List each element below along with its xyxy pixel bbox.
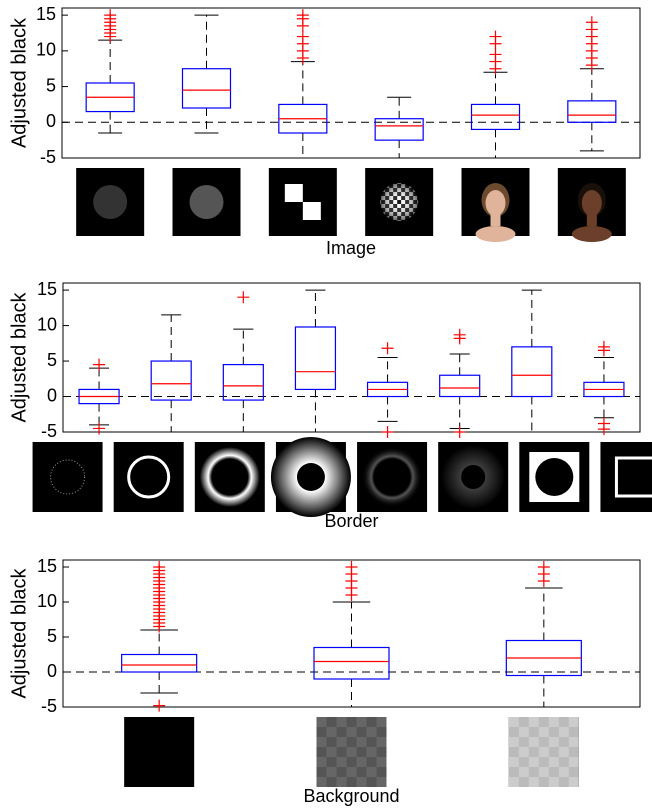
thumbnail — [357, 442, 427, 512]
x-axis-label: Border — [324, 511, 378, 531]
box — [440, 375, 480, 396]
thumbnail — [462, 168, 530, 242]
disc — [535, 458, 573, 496]
outlier — [598, 341, 610, 353]
thumbnail — [365, 168, 433, 236]
square — [285, 184, 303, 202]
glow — [362, 447, 422, 507]
outlier — [104, 9, 116, 21]
outlier — [153, 561, 165, 573]
box — [122, 655, 197, 673]
outlier — [454, 329, 466, 341]
y-axis-label: Adjusted black — [8, 567, 30, 698]
thumbnail — [438, 442, 508, 512]
box — [151, 361, 191, 400]
box — [314, 648, 389, 680]
disc — [190, 185, 224, 219]
box — [512, 347, 552, 397]
outlier — [297, 31, 309, 43]
x-axis-label: Image — [326, 238, 376, 258]
disc — [93, 185, 127, 219]
y-tick-label: -5 — [41, 421, 57, 441]
y-tick-label: 0 — [46, 111, 56, 131]
thumb-bg — [114, 442, 184, 512]
outlier — [297, 9, 309, 21]
outlier — [237, 291, 249, 303]
y-axis-label: Adjusted black — [8, 291, 30, 422]
face — [486, 190, 506, 216]
y-tick-label: 15 — [37, 279, 57, 299]
outlier — [490, 31, 502, 43]
y-tick-label: 5 — [47, 350, 57, 370]
disc — [297, 463, 325, 491]
y-tick-label: -5 — [41, 696, 57, 716]
y-tick-label: 5 — [46, 75, 56, 95]
outlier — [93, 422, 105, 434]
outlier — [538, 561, 550, 573]
thumb-bg — [600, 442, 652, 512]
thumbnail — [519, 442, 589, 512]
x-axis-label: Background — [303, 786, 399, 806]
box — [472, 104, 520, 129]
thumbnail — [195, 442, 265, 512]
box — [183, 69, 231, 108]
thumbnail — [33, 442, 103, 512]
disc — [461, 465, 485, 489]
page: -5 0 5 10 15 Adjusted black Image -5 0 5 10 15 Adjus… — [0, 0, 652, 811]
y-tick-label: 10 — [36, 40, 56, 60]
outlier — [490, 48, 502, 60]
thumbnail — [114, 442, 184, 512]
thumbnail — [173, 168, 241, 236]
outlier — [598, 423, 610, 435]
thumbnail — [269, 168, 337, 236]
sphere-shade — [380, 183, 418, 221]
glow — [200, 447, 260, 507]
face — [582, 190, 602, 216]
thumbnail — [317, 717, 387, 787]
outlier — [586, 16, 598, 28]
box — [295, 327, 335, 389]
thumbnail — [271, 437, 351, 517]
thumb-bg — [33, 442, 103, 512]
outlier — [93, 359, 105, 371]
thumbnail — [600, 442, 652, 512]
thumbnail — [76, 168, 144, 236]
thumbnail — [124, 717, 194, 787]
outlier — [382, 426, 394, 438]
y-tick-label: 10 — [37, 314, 57, 334]
y-axis-label: Adjusted black — [8, 17, 30, 148]
chart: -5 0 5 10 15 Adjusted black Image -5 0 5 10 15 Adjus… — [0, 0, 652, 811]
outlier — [382, 342, 394, 354]
square — [303, 202, 321, 220]
shoulders — [476, 226, 516, 242]
plot-frame — [63, 283, 640, 432]
y-tick-label: 10 — [37, 591, 57, 611]
y-tick-label: 0 — [47, 661, 57, 681]
shoulders — [572, 226, 612, 242]
thumbnail — [509, 717, 579, 787]
outlier — [153, 700, 165, 712]
outlier — [454, 426, 466, 438]
outlier — [346, 561, 358, 573]
box — [223, 365, 263, 400]
y-tick-label: 15 — [37, 556, 57, 576]
y-tick-label: 5 — [47, 626, 57, 646]
plot-frame — [62, 8, 640, 158]
thumb-bg — [124, 717, 194, 787]
y-tick-label: 0 — [47, 385, 57, 405]
checker — [509, 717, 579, 787]
checker — [317, 717, 387, 787]
box — [568, 101, 616, 122]
y-tick-label: -5 — [40, 147, 56, 167]
y-tick-label: 15 — [36, 4, 56, 24]
thumbnail — [558, 168, 626, 242]
